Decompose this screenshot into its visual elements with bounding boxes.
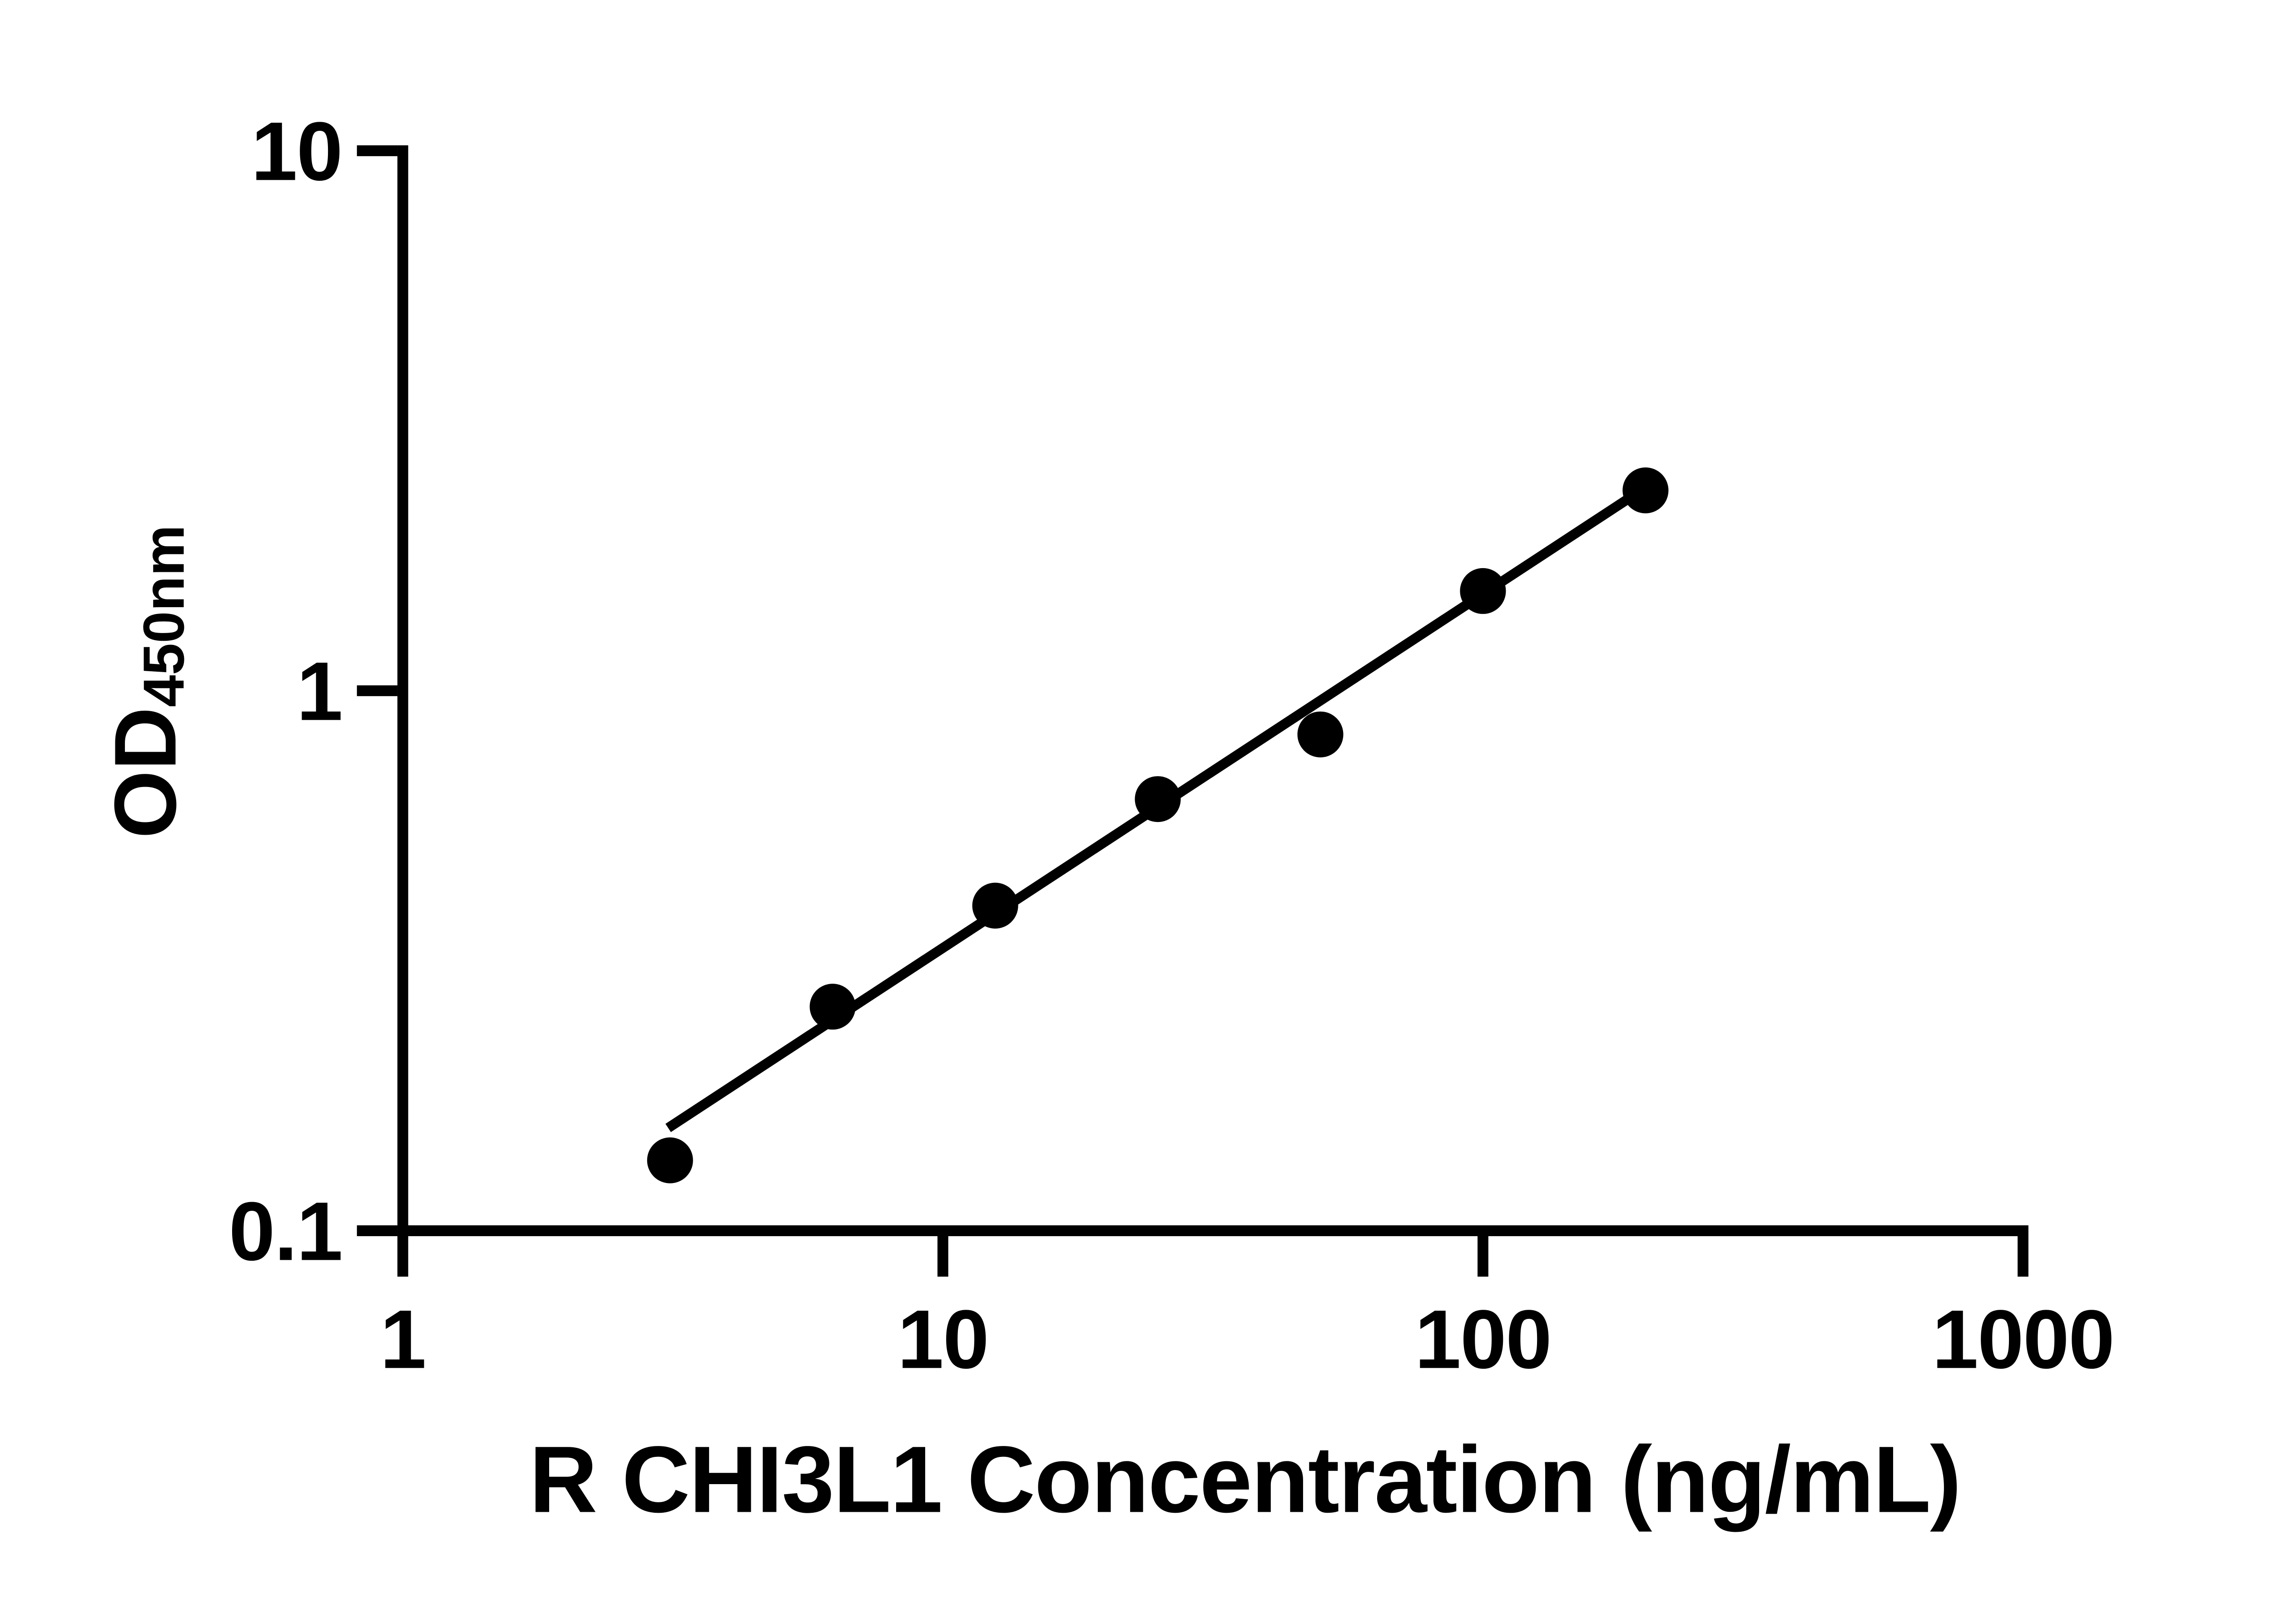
y-tick-label: 1 xyxy=(297,644,342,738)
x-tick-label: 1000 xyxy=(1932,1292,2114,1386)
data-point xyxy=(1460,568,1506,614)
y-axis-title-main: OD xyxy=(96,707,194,839)
y-axis-title-subscript: 450nm xyxy=(131,525,196,707)
x-tick-label: 10 xyxy=(897,1292,988,1386)
y-tick-label: 0.1 xyxy=(229,1184,342,1277)
data-point xyxy=(1135,776,1181,822)
x-axis-title: R CHI3L1 Concentration (ng/mL) xyxy=(529,1427,1960,1532)
data-point xyxy=(972,882,1018,929)
x-tick-label: 100 xyxy=(1415,1292,1551,1386)
data-point xyxy=(1297,711,1344,758)
plot-area: 1 10 100 1000 0.1 1 10 xyxy=(229,104,2115,1386)
x-tick-label: 1 xyxy=(380,1292,426,1386)
data-point xyxy=(1622,467,1669,514)
data-point xyxy=(647,1137,693,1183)
y-tick-label: 10 xyxy=(251,104,342,198)
data-point xyxy=(809,984,856,1030)
y-axis-title: OD450nm xyxy=(96,525,196,839)
